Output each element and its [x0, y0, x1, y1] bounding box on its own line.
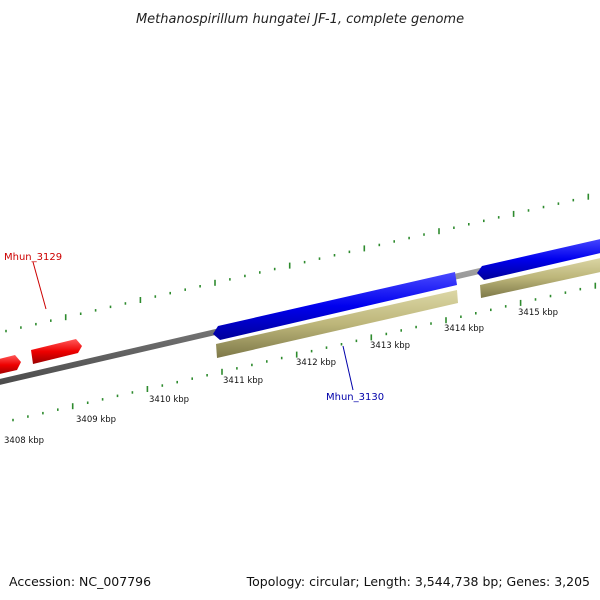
scale-label-3410: 3410 kbp — [149, 395, 189, 405]
cds-bar-mhun-3130[interactable] — [216, 290, 458, 358]
scale-label-3414: 3414 kbp — [444, 324, 484, 334]
inner-ruler — [12, 282, 597, 422]
cds-features — [216, 257, 600, 358]
scale-label-3412: 3412 kbp — [296, 358, 336, 368]
scale-labels: 3408 kbp 3409 kbp 3410 kbp 3411 kbp 3412… — [4, 308, 558, 446]
scale-label-3413: 3413 kbp — [370, 341, 410, 351]
cds-bar-right[interactable] — [480, 257, 600, 298]
gene-label-mhun-3130[interactable]: Mhun_3130 — [326, 392, 384, 403]
gene-arrow-left-edge[interactable] — [0, 355, 21, 375]
accession-text: Accession: NC_007796 — [9, 574, 151, 589]
scale-label-3409: 3409 kbp — [76, 415, 116, 425]
gene-label-mhun-3129-group: Mhun_3129 — [4, 252, 62, 310]
scale-label-3415: 3415 kbp — [518, 308, 558, 318]
scale-label-3408: 3408 kbp — [4, 436, 44, 446]
gene-label-mhun-3129[interactable]: Mhun_3129 — [4, 252, 62, 263]
leader-line-mhun-3130 — [342, 345, 354, 391]
outer-ruler — [5, 193, 590, 333]
map-title: Methanospirillum hungatei JF-1, complete… — [136, 12, 464, 27]
leader-line-mhun-3129 — [32, 261, 47, 310]
topology-text: Topology: circular; Length: 3,544,738 bp… — [246, 574, 590, 589]
reverse-genes — [0, 339, 82, 375]
gene-label-mhun-3130-group: Mhun_3130 — [326, 345, 384, 403]
scale-label-3411: 3411 kbp — [223, 376, 263, 386]
forward-genes — [213, 238, 600, 340]
gene-arrow-mhun-3129[interactable] — [31, 339, 82, 364]
gene-arrow-right[interactable] — [477, 238, 600, 280]
gene-arrow-mhun-3130[interactable] — [213, 272, 457, 340]
